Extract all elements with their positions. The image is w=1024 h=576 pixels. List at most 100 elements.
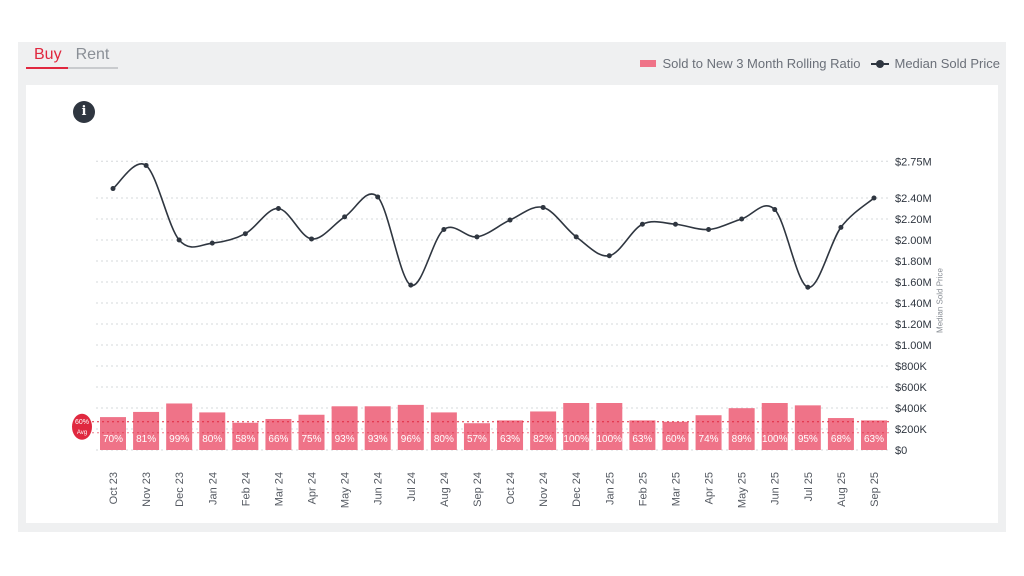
- y-tick-label: $2.20M: [895, 214, 932, 226]
- threshold-badge-value: 60%: [75, 419, 89, 426]
- bar-label: 70%: [103, 434, 123, 445]
- bar: [596, 403, 623, 450]
- info-icon[interactable]: i: [73, 101, 95, 123]
- price-point: [342, 214, 348, 220]
- bar-label: 93%: [368, 434, 388, 445]
- x-tick-label: Jun 25: [770, 472, 782, 505]
- x-tick-label: Dec 24: [571, 472, 583, 507]
- bar-label: 89%: [732, 434, 752, 445]
- price-point: [706, 227, 712, 232]
- bar: [232, 422, 259, 450]
- x-tick-label: Aug 25: [836, 472, 848, 507]
- bar-label: 66%: [268, 434, 288, 445]
- bar-label: 80%: [202, 434, 222, 445]
- y-tick-label: $800K: [895, 361, 927, 373]
- bar: [397, 404, 424, 450]
- bar-swatch-icon: [639, 60, 656, 67]
- y-axis-title: Median Sold Price: [935, 268, 945, 333]
- legend: Sold to New 3 Month Rolling Ratio Median…: [639, 56, 1001, 71]
- price-point: [739, 216, 745, 222]
- x-tick-label: Feb 25: [637, 472, 649, 506]
- price-point: [772, 207, 778, 213]
- x-tick-label: Oct 24: [505, 472, 517, 504]
- x-tick-label: Nov 24: [538, 472, 550, 507]
- price-point: [408, 282, 414, 288]
- x-tick-label: Nov 23: [141, 472, 153, 507]
- price-point: [209, 240, 215, 246]
- buy-rent-tabs: Buy Rent: [26, 46, 118, 69]
- bar: [100, 417, 126, 450]
- bar: [530, 411, 557, 450]
- bar: [497, 420, 524, 450]
- y-tick-label: $1.00M: [895, 340, 932, 352]
- bar-label: 80%: [434, 434, 454, 445]
- legend-bars-label[interactable]: Sold to New 3 Month Rolling Ratio: [662, 56, 861, 71]
- y-tick-label: $2.40M: [895, 193, 932, 205]
- tab-buy[interactable]: Buy: [26, 46, 68, 69]
- x-tick-label: Sep 25: [869, 472, 881, 507]
- price-point: [143, 162, 149, 168]
- x-tick-label: May 24: [340, 472, 352, 508]
- x-tick-label: May 25: [737, 472, 749, 508]
- bar: [166, 403, 193, 450]
- price-point: [573, 234, 579, 240]
- bar-label: 60%: [665, 434, 685, 445]
- price-line: [112, 163, 875, 289]
- x-tick-label: Feb 24: [240, 472, 252, 506]
- tab-rent[interactable]: Rent: [75, 46, 110, 63]
- price-point: [275, 206, 281, 211]
- legend-line-label[interactable]: Median Sold Price: [894, 56, 1001, 71]
- x-tick-label: Apr 25: [704, 472, 716, 504]
- bar-label: 95%: [798, 434, 818, 445]
- y-tick-label: $600K: [895, 382, 927, 394]
- bar: [728, 408, 755, 450]
- y-tick-label: $200K: [895, 424, 927, 436]
- bar-label: 74%: [699, 434, 719, 445]
- price-point: [805, 284, 811, 290]
- bar-label: 63%: [632, 434, 652, 445]
- x-tick-label: Jan 24: [207, 472, 219, 505]
- x-tick-label: Dec 23: [174, 472, 186, 507]
- bar: [827, 418, 854, 450]
- bar: [662, 421, 689, 450]
- y-tick-label: $2.75M: [895, 156, 932, 168]
- y-tick-label: $1.60M: [895, 277, 932, 289]
- y-tick-label: $1.40M: [895, 298, 932, 310]
- x-tick-label: Oct 23: [108, 472, 120, 504]
- y-tick-label: $1.20M: [895, 319, 932, 331]
- bar: [861, 420, 887, 450]
- x-tick-label: Jun 24: [373, 472, 385, 505]
- bar: [563, 403, 590, 450]
- price-point: [871, 195, 877, 201]
- bar-label: 99%: [169, 434, 189, 445]
- bar: [199, 412, 226, 450]
- bar-label: 93%: [335, 434, 355, 445]
- price-point: [606, 253, 612, 259]
- x-tick-label: Aug 24: [439, 472, 451, 507]
- bar-label: 68%: [831, 434, 851, 445]
- x-tick-label: Sep 24: [472, 472, 484, 507]
- price-point: [242, 231, 248, 237]
- x-tick-label: Jul 25: [803, 472, 815, 501]
- x-tick-label: Jan 25: [604, 472, 616, 505]
- price-point: [838, 224, 844, 230]
- price-point: [672, 221, 678, 227]
- price-point: [474, 234, 480, 240]
- threshold-badge: [72, 413, 92, 440]
- x-tick-label: Jul 24: [406, 472, 418, 501]
- bar: [331, 406, 358, 450]
- y-tick-label: $2.00M: [895, 235, 932, 247]
- line-swatch-icon: [870, 59, 889, 69]
- bar: [133, 411, 160, 450]
- y-tick-label: $1.80M: [895, 256, 932, 268]
- bar: [265, 418, 292, 450]
- bar-label: 58%: [235, 434, 255, 445]
- threshold-badge-sub: Avg: [77, 430, 87, 436]
- bar: [761, 403, 788, 450]
- x-tick-label: Apr 24: [307, 472, 319, 504]
- bar-label: 63%: [500, 434, 520, 445]
- price-point: [639, 221, 645, 227]
- bar: [794, 405, 821, 450]
- y-tick-label: $400K: [895, 403, 927, 415]
